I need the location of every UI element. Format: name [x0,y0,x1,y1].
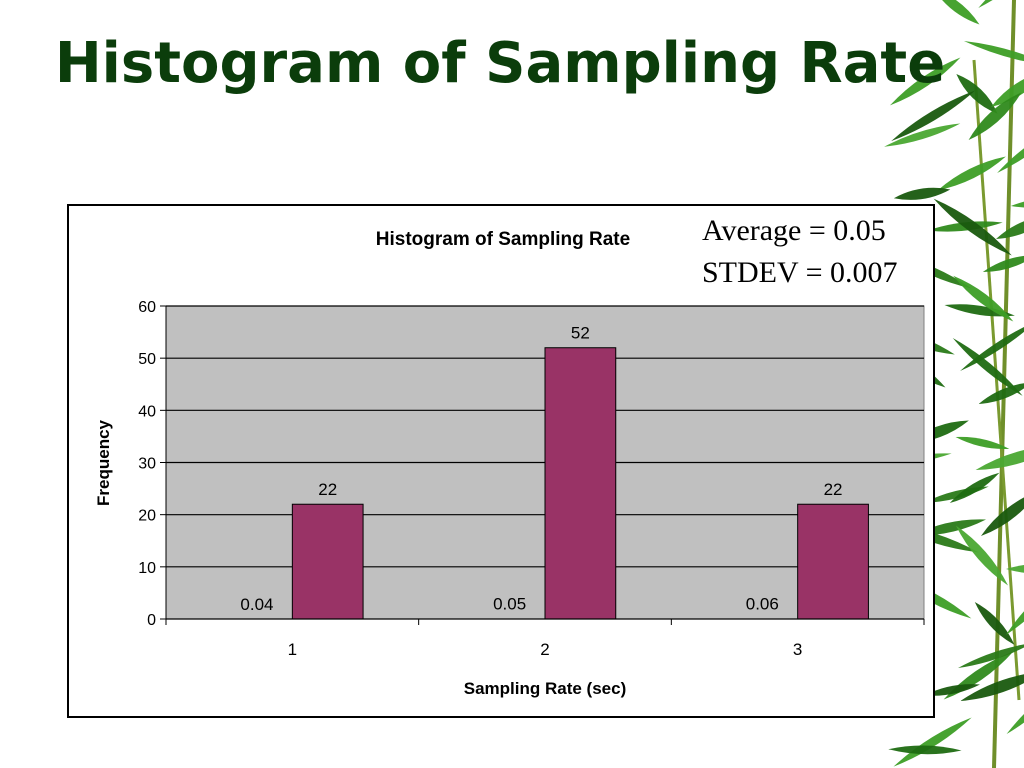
y-tick-label: 50 [138,351,156,368]
bar [797,503,869,620]
x-tick-label: 1 [288,640,297,659]
chart-frame: 0 10 20 30 40 50 60 1 0.04 22 2 0.05 52 3 0.06 22 Histo… [67,204,935,718]
data-label: 0.05 [493,595,526,614]
y-tick-label: 20 [138,508,156,525]
average-stat: Average = 0.05 [702,214,886,247]
stdev-stat: STDEV = 0.007 [702,256,898,289]
x-axis-title: Sampling Rate (sec) [464,679,627,698]
data-label: 22 [824,480,843,499]
data-label: 0.06 [746,595,779,614]
data-label: 52 [571,324,590,343]
y-axis-title: Frequency [94,419,113,506]
y-tick-label: 40 [138,403,156,420]
y-tick-label: 60 [138,299,156,316]
slide-title: Histogram of Sampling Rate [54,31,946,96]
y-tick-label: 0 [147,612,156,629]
data-label: 0.04 [240,595,273,614]
x-tick-label: 2 [540,640,549,659]
data-label: 22 [318,480,337,499]
y-tick-label: 10 [138,560,156,577]
x-tick-label: 3 [793,640,802,659]
y-tick-label: 30 [138,456,156,473]
bar [544,347,617,620]
bar [291,503,364,620]
chart-title: Histogram of Sampling Rate [376,229,630,250]
